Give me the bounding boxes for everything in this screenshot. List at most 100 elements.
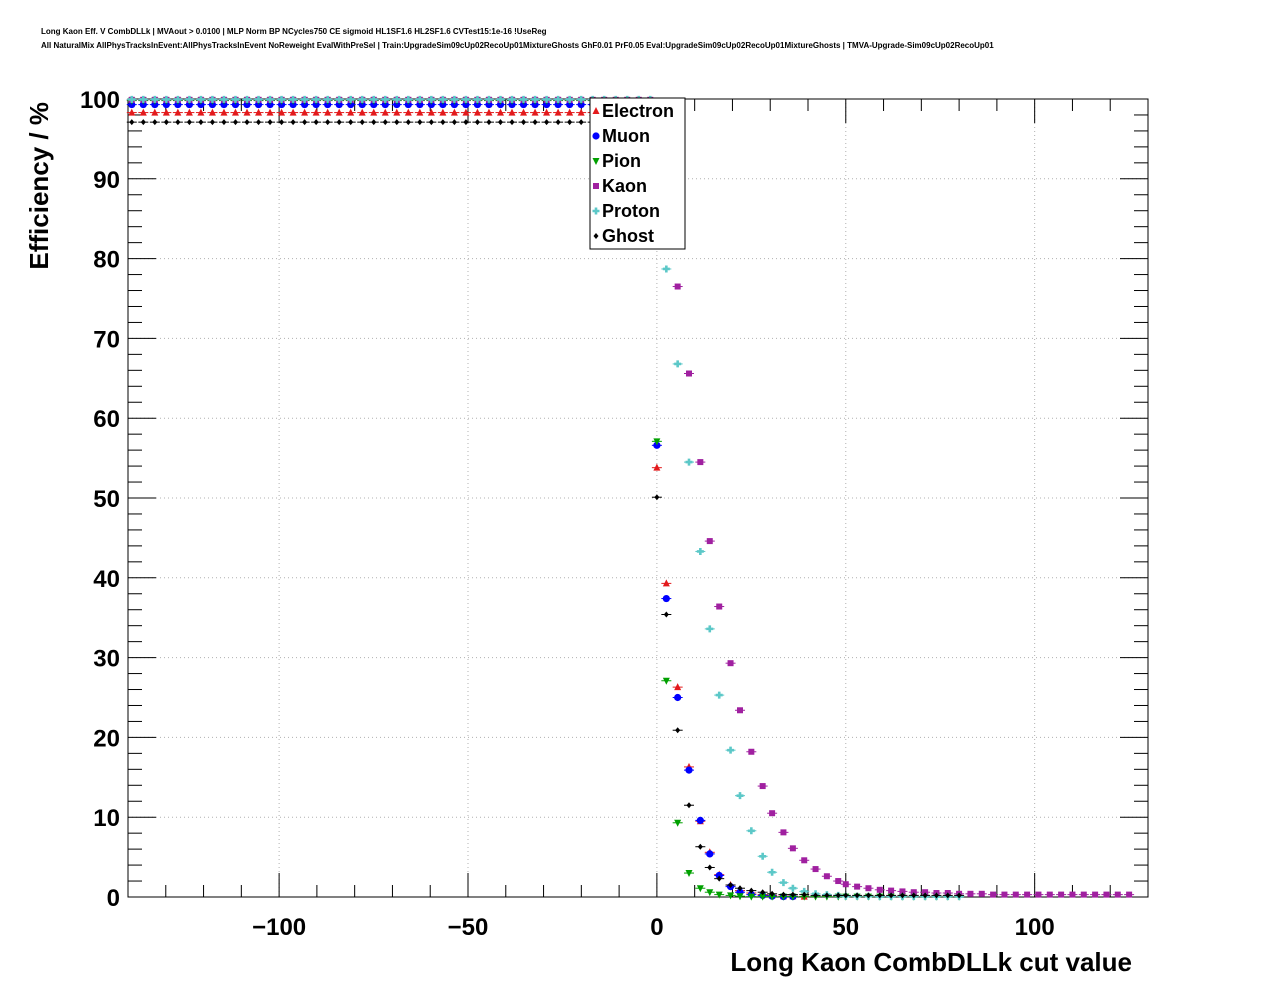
data-point	[463, 119, 469, 126]
data-point	[312, 95, 320, 103]
data-point	[290, 119, 296, 126]
data-point	[662, 594, 670, 603]
data-point	[888, 887, 895, 894]
data-point	[440, 119, 446, 126]
data-point	[823, 873, 830, 880]
data-point	[663, 611, 669, 618]
data-point	[279, 119, 285, 126]
data-point	[578, 119, 584, 126]
legend-marker-kaon	[593, 183, 599, 189]
data-point	[197, 95, 205, 103]
data-point	[1069, 891, 1076, 898]
data-point	[801, 857, 808, 864]
x-tick-label: −50	[448, 914, 489, 941]
data-point	[1046, 891, 1053, 898]
data-point	[566, 95, 574, 103]
data-point	[707, 864, 713, 871]
data-point	[508, 108, 516, 116]
data-point	[824, 892, 830, 899]
data-point	[674, 819, 682, 827]
data-point	[876, 886, 883, 893]
y-tick-label: 100	[80, 87, 120, 114]
data-point	[348, 119, 354, 126]
data-point	[255, 108, 263, 116]
data-point	[716, 603, 723, 610]
data-point	[163, 119, 169, 126]
data-point	[231, 95, 239, 103]
data-point	[759, 852, 767, 860]
data-point	[842, 881, 849, 888]
data-point	[393, 95, 401, 103]
data-point	[428, 119, 434, 126]
data-point	[978, 890, 985, 897]
data-point	[716, 875, 722, 882]
data-point	[674, 360, 682, 368]
legend-marker-electron	[592, 107, 600, 114]
data-point	[359, 119, 365, 126]
data-point	[945, 892, 951, 899]
data-point	[911, 892, 917, 899]
data-point	[186, 119, 192, 126]
data-point	[174, 108, 182, 116]
data-point	[877, 892, 883, 899]
data-point	[450, 108, 458, 116]
data-point	[727, 746, 735, 754]
data-point	[347, 108, 355, 116]
data-point	[231, 108, 239, 116]
legend-label-electron: Electron	[602, 101, 674, 121]
data-point	[198, 119, 204, 126]
data-point	[567, 119, 573, 126]
data-point	[697, 843, 703, 850]
data-point	[381, 108, 389, 116]
data-point	[674, 283, 681, 290]
data-point	[696, 547, 704, 555]
data-point	[324, 95, 332, 103]
data-point	[544, 119, 550, 126]
data-point	[768, 868, 776, 876]
data-point	[371, 119, 377, 126]
data-point	[358, 108, 366, 116]
data-point	[654, 494, 660, 501]
data-point	[312, 108, 320, 116]
legend-label-kaon: Kaon	[602, 176, 647, 196]
data-point	[653, 463, 661, 471]
data-point	[686, 370, 692, 377]
data-point	[555, 119, 561, 126]
data-point	[416, 95, 424, 103]
data-point	[404, 108, 412, 116]
data-point	[325, 119, 331, 126]
data-point	[394, 119, 400, 126]
legend-marker-proton	[592, 207, 600, 215]
data-point	[715, 691, 723, 699]
data-point	[779, 879, 787, 887]
data-point	[301, 95, 309, 103]
data-point	[686, 802, 692, 809]
y-axis-title: Efficiency / %	[24, 102, 54, 270]
data-point	[313, 119, 319, 126]
data-point	[1001, 891, 1008, 898]
data-point	[521, 119, 527, 126]
data-point	[956, 892, 962, 899]
data-point	[140, 119, 146, 126]
data-point	[922, 889, 929, 896]
data-point	[335, 108, 343, 116]
data-point	[256, 119, 262, 126]
data-point	[162, 95, 170, 103]
data-point	[662, 579, 670, 587]
data-point	[747, 893, 755, 901]
data-point	[835, 878, 842, 885]
data-point	[152, 119, 158, 126]
y-tick-label: 50	[93, 486, 120, 513]
data-point	[520, 108, 528, 116]
y-tick-label: 60	[93, 406, 120, 433]
y-tick-label: 70	[93, 326, 120, 353]
data-point	[220, 108, 228, 116]
y-tick-label: 10	[93, 805, 120, 832]
data-point	[715, 871, 723, 880]
data-point	[1058, 891, 1065, 898]
data-point	[417, 119, 423, 126]
data-point	[427, 108, 435, 116]
data-point	[800, 887, 808, 895]
chart-title-line-2: All NaturalMix AllPhysTracksInEvent:AllP…	[41, 41, 994, 50]
data-point	[674, 683, 682, 691]
